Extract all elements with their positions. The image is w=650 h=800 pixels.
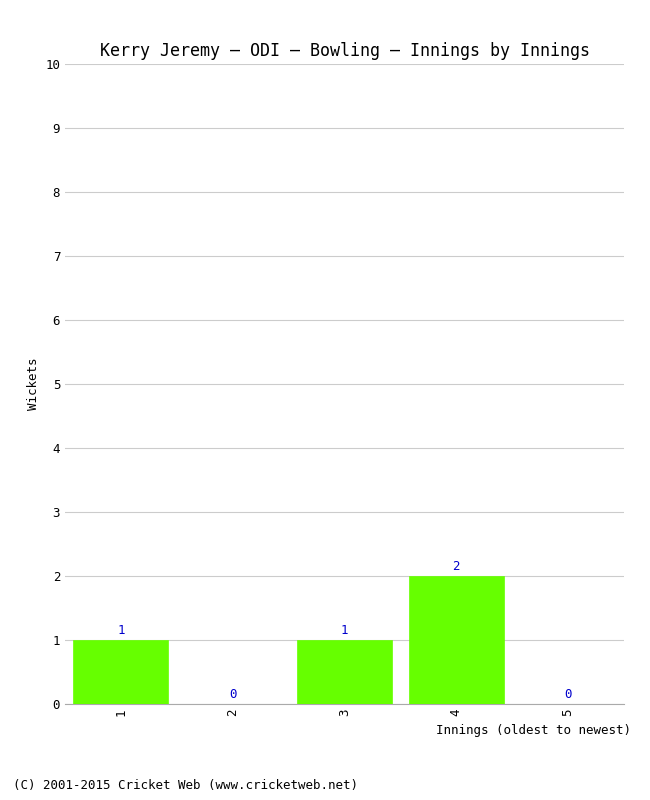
- Text: Innings (oldest to newest): Innings (oldest to newest): [436, 724, 630, 737]
- Text: 1: 1: [341, 625, 348, 638]
- Text: (C) 2001-2015 Cricket Web (www.cricketweb.net): (C) 2001-2015 Cricket Web (www.cricketwe…: [13, 779, 358, 792]
- Y-axis label: Wickets: Wickets: [27, 358, 40, 410]
- Bar: [73, 640, 168, 704]
- Bar: [409, 576, 504, 704]
- Title: Kerry Jeremy – ODI – Bowling – Innings by Innings: Kerry Jeremy – ODI – Bowling – Innings b…: [99, 42, 590, 60]
- Text: 1: 1: [117, 625, 125, 638]
- Bar: [297, 640, 392, 704]
- Text: 0: 0: [229, 689, 237, 702]
- Text: 0: 0: [564, 689, 572, 702]
- Text: 2: 2: [452, 561, 460, 574]
